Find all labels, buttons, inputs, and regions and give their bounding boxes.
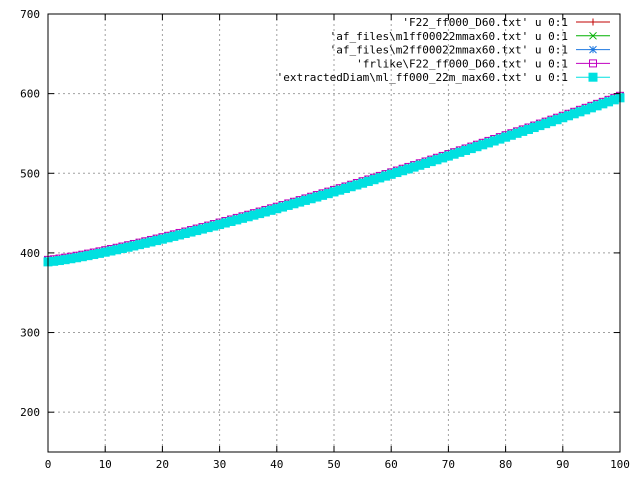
- x-tick-label: 70: [442, 458, 455, 471]
- x-tick-label: 50: [327, 458, 340, 471]
- x-tick-label: 10: [99, 458, 112, 471]
- legend-entry: 'extractedDiam\ml_ff000_22m_max60.txt' u…: [277, 71, 610, 84]
- x-tick-label: 30: [213, 458, 226, 471]
- series-3: [44, 92, 624, 265]
- legend-entry: 'af_files\m1ff00022mmax60.txt' u 0:1: [330, 30, 610, 43]
- y-tick-label: 700: [20, 8, 40, 21]
- x-tick-label: 80: [499, 458, 512, 471]
- y-tick-label: 200: [20, 406, 40, 419]
- legend-label: 'extractedDiam\ml_ff000_22m_max60.txt' u…: [277, 71, 568, 84]
- legend-label: 'frlike\F22_ff000_D60.txt' u 0:1: [356, 57, 568, 70]
- series-layer: [43, 91, 625, 267]
- x-tick-label: 20: [156, 458, 169, 471]
- legend-entry: 'af_files\m2ff00022mmax60.txt' u 0:1: [330, 44, 610, 57]
- x-tick-label: 90: [556, 458, 569, 471]
- x-tick-label: 40: [270, 458, 283, 471]
- x-tick-label: 0: [45, 458, 52, 471]
- ticks-layer: 200 300 400 500 600 700 0 10 20 30 40 50 60 70 80 90 100: [20, 8, 630, 471]
- marker-stroke: [589, 45, 597, 54]
- x-tick-label: 100: [610, 458, 630, 471]
- series-4: [44, 91, 624, 264]
- legend-marker: [589, 45, 597, 54]
- y-tick-label: 600: [20, 88, 40, 101]
- series-1: [44, 91, 624, 263]
- grid-layer: [48, 14, 620, 452]
- legend-entry: 'F22_ff000_D60.txt' u 0:1: [402, 16, 610, 29]
- legend-entry: 'frlike\F22_ff000_D60.txt' u 0:1: [356, 57, 610, 70]
- series-5: [43, 93, 625, 267]
- legend-label: 'af_files\m2ff00022mmax60.txt' u 0:1: [330, 44, 568, 57]
- legend-marker: [588, 72, 598, 82]
- legend-marker: [589, 59, 597, 68]
- series-2: [44, 91, 624, 264]
- y-tick-label: 300: [20, 327, 40, 340]
- y-tick-label: 400: [20, 247, 40, 260]
- legend-marker: [589, 18, 597, 26]
- y-tick-label: 500: [20, 167, 40, 180]
- marker-stroke: [589, 31, 597, 40]
- marker-stroke: [589, 59, 597, 68]
- legend: 'F22_ff000_D60.txt' u 0:1'af_files\m1ff0…: [277, 16, 610, 84]
- legend-label: 'F22_ff000_D60.txt' u 0:1: [402, 16, 568, 29]
- legend-label: 'af_files\m1ff00022mmax60.txt' u 0:1: [330, 30, 568, 43]
- x-tick-label: 60: [385, 458, 398, 471]
- legend-marker: [589, 31, 597, 40]
- marker-stroke: [588, 72, 598, 82]
